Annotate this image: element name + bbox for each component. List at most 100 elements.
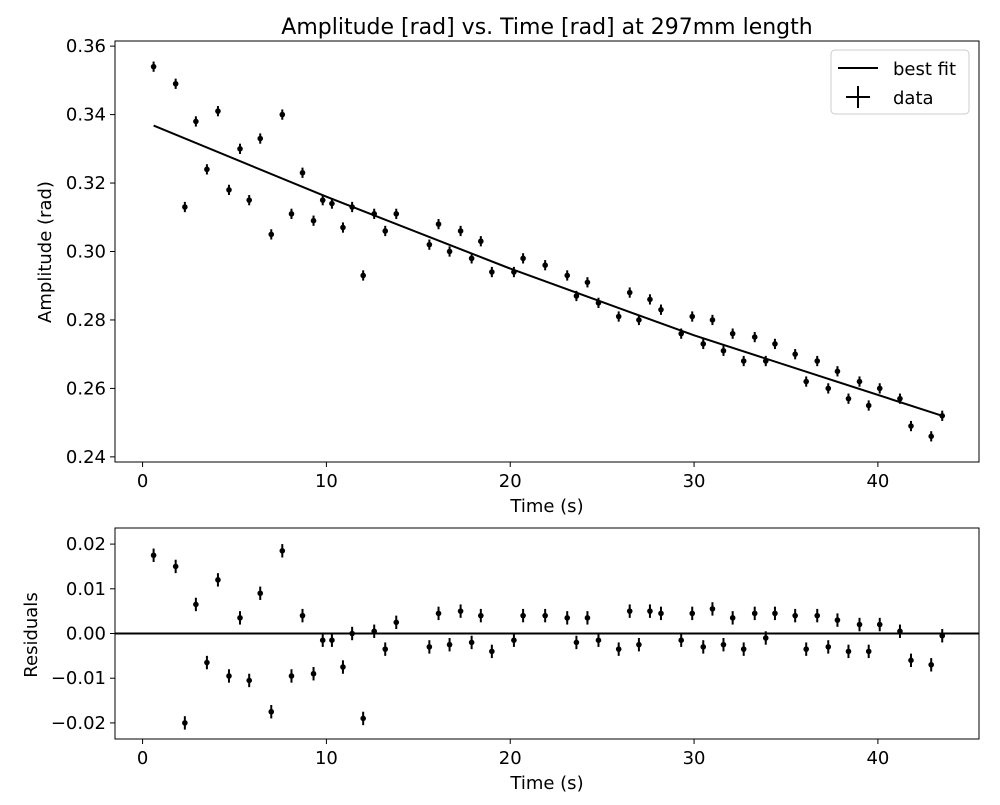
residual-point <box>246 673 252 688</box>
residual-marker <box>340 664 346 670</box>
y-tick: 0.02 <box>66 534 115 555</box>
residual-point <box>729 611 736 625</box>
residual-point <box>615 642 622 656</box>
data-point <box>193 116 199 127</box>
residual-point <box>329 633 335 647</box>
data-marker <box>468 255 475 262</box>
y-tick-label: −0.02 <box>51 713 106 734</box>
residual-point <box>751 606 758 621</box>
data-point <box>329 198 335 209</box>
data-point <box>360 270 366 281</box>
residual-marker <box>762 635 769 641</box>
data-point <box>865 400 872 411</box>
x-tick-label: 20 <box>499 748 522 769</box>
residual-marker <box>803 646 809 652</box>
residual-point <box>772 606 778 621</box>
residual-marker <box>329 637 335 644</box>
residual-marker <box>257 590 264 597</box>
residual-marker <box>751 610 758 617</box>
residual-marker <box>457 608 464 614</box>
residual-marker <box>865 648 872 655</box>
residual-marker <box>204 659 210 666</box>
y-tick: 0.32 <box>66 173 115 194</box>
residual-marker <box>246 677 252 684</box>
data-marker <box>700 341 707 347</box>
data-marker <box>803 378 809 385</box>
data-marker <box>329 200 335 207</box>
residual-marker <box>182 720 188 726</box>
residual-point <box>489 644 495 659</box>
main-plot-frame <box>114 40 980 463</box>
data-marker <box>382 228 389 234</box>
residual-point <box>700 640 707 654</box>
data-marker <box>845 395 852 402</box>
residual-marker <box>542 612 548 619</box>
residuals-plot-frame <box>114 527 980 740</box>
data-marker <box>426 241 433 248</box>
data-point <box>279 109 286 120</box>
data-marker <box>349 204 355 210</box>
residual-marker <box>299 612 306 619</box>
residual-point <box>150 548 157 562</box>
data-marker <box>729 330 736 337</box>
data-point <box>204 164 210 175</box>
residual-point <box>908 653 914 668</box>
residuals-plot-panel: 0 10 20 30 40 −0.02 −0.01 0.00 0.01 0.02 Time (s)… <box>21 527 980 794</box>
residual-point <box>814 608 821 623</box>
main-y-axis-label: Amplitude (rad) <box>35 181 56 323</box>
y-tick: 0.01 <box>66 579 115 600</box>
residual-marker <box>928 661 935 668</box>
data-point <box>658 304 664 315</box>
data-point <box>468 253 475 264</box>
data-marker <box>237 146 243 152</box>
data-point <box>584 277 591 288</box>
y-tick-label: 0.34 <box>66 105 106 126</box>
residual-point <box>193 597 199 612</box>
residual-marker <box>740 646 747 652</box>
residual-marker <box>772 610 778 617</box>
data-marker <box>340 224 346 231</box>
data-marker <box>897 395 903 402</box>
y-tick-label: 0.28 <box>66 310 106 331</box>
residual-marker <box>279 547 286 554</box>
residual-point <box>468 635 475 650</box>
residual-marker <box>226 673 232 679</box>
residual-marker <box>897 628 903 635</box>
data-marker <box>595 300 602 306</box>
legend-data-label: data <box>893 88 934 109</box>
residual-point <box>349 626 355 641</box>
residual-marker <box>468 639 475 646</box>
data-marker <box>360 272 366 279</box>
residual-marker <box>193 601 199 608</box>
residual-point <box>478 608 484 623</box>
x-tick: 20 <box>499 739 522 769</box>
best-fit-line <box>153 124 943 417</box>
residual-marker <box>511 637 517 644</box>
y-tick-label: 0.24 <box>66 447 106 468</box>
y-tick-label: 0.02 <box>66 534 106 555</box>
data-marker <box>193 118 199 125</box>
data-marker <box>762 358 769 364</box>
residual-marker <box>689 610 696 617</box>
data-marker <box>204 166 210 173</box>
y-tick: −0.02 <box>51 713 115 734</box>
x-tick: 10 <box>315 462 338 492</box>
residual-marker <box>700 644 707 650</box>
residual-axes-ticks: 0 10 20 30 40 −0.02 −0.01 0.00 0.01 0.02 <box>51 534 890 769</box>
residual-point <box>520 608 526 623</box>
residual-marker <box>426 644 433 650</box>
residual-point <box>709 602 716 616</box>
residual-marker <box>876 621 883 628</box>
x-tick-label: 20 <box>499 471 522 492</box>
residual-marker <box>371 628 378 635</box>
data-point <box>340 222 346 233</box>
residual-point <box>834 613 841 627</box>
residual-point <box>678 633 684 647</box>
x-tick-label: 0 <box>137 748 148 769</box>
data-point <box>182 201 188 213</box>
residual-marker <box>792 612 798 619</box>
residual-marker <box>349 630 355 637</box>
data-marker <box>584 279 591 286</box>
residual-point <box>182 716 188 730</box>
data-marker <box>814 358 821 364</box>
